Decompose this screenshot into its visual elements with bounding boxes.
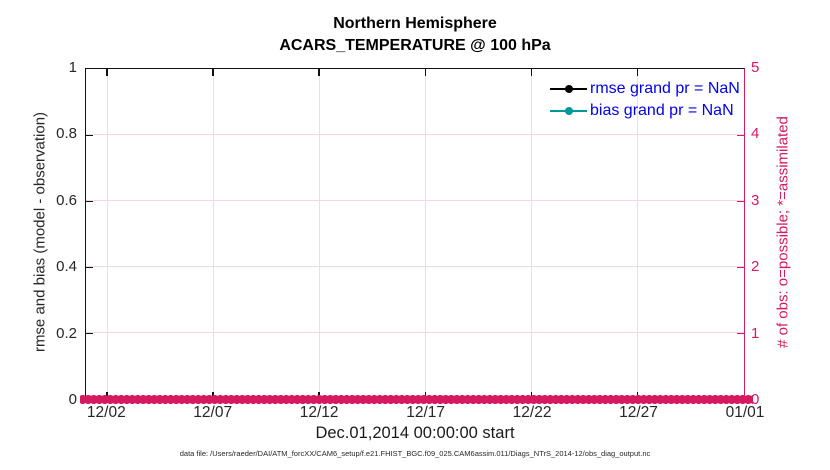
y-gridline: [86, 200, 744, 201]
left-tick: [86, 266, 93, 268]
x-gridline: [637, 69, 639, 399]
right-tick-label: 0: [751, 391, 760, 408]
right-tick: [737, 332, 744, 334]
right-tick-label: 1: [751, 324, 760, 342]
top-tick: [318, 69, 320, 76]
left-tick-label: 0: [68, 391, 77, 408]
legend-label-bias: bias grand pr = NaN: [590, 102, 734, 119]
right-tick-label: 5: [751, 59, 760, 76]
y-gridline: [86, 332, 744, 333]
legend-line-bias: [550, 107, 587, 115]
y-gridline: [86, 266, 744, 267]
legend-row: bias grand pr = NaN: [550, 100, 740, 122]
top-tick: [530, 69, 533, 76]
x-tick-label: 12/17: [406, 404, 446, 421]
data-file-caption: data file: /Users/raeder/DAI/ATM_forcXX/…: [179, 449, 651, 458]
x-gridline: [425, 69, 427, 399]
plot-title-line1: Northern Hemisphere: [333, 15, 497, 32]
x-tick-labels: 12/02 12/07 12/12 12/17 12/22 12/27 01/01: [85, 404, 764, 424]
y-gridline: [86, 134, 744, 135]
left-tick: [86, 200, 93, 202]
left-tick-label: 1: [68, 59, 77, 76]
left-tick-label: 0.2: [56, 324, 77, 342]
right-tick-label: 4: [751, 125, 760, 143]
legend-marker-dot: [564, 85, 573, 93]
right-tick: [737, 134, 744, 136]
x-axis-label: Dec.01,2014 00:00:00 start: [315, 424, 515, 442]
top-tick: [424, 69, 426, 76]
plot-area: rmse grand pr = NaN bias grand pr = NaN: [80, 68, 753, 405]
legend-label-rmse: rmse grand pr = NaN: [590, 80, 740, 97]
right-tick: [737, 266, 744, 268]
plot-title: Northern Hemisphere ACARS_TEMPERATURE @ …: [85, 13, 745, 57]
left-tick: [86, 332, 93, 334]
legend-line-rmse: [550, 85, 587, 93]
plot-title-line2: ACARS_TEMPERATURE @ 100 hPa: [279, 37, 551, 54]
x-gridline: [212, 69, 214, 399]
x-tick-label: 12/27: [619, 404, 658, 421]
top-tick: [106, 69, 108, 76]
obs-count-marker-band: [80, 393, 753, 405]
x-gridline: [531, 69, 533, 399]
x-tick-label: 01/01: [725, 404, 765, 421]
left-tick: [86, 134, 93, 136]
right-tick: [737, 200, 744, 202]
left-tick-label: 0.6: [56, 191, 77, 209]
left-tick-label: 0.8: [56, 125, 77, 143]
right-tick-label: 3: [751, 191, 760, 209]
x-tick-label: 12/07: [193, 404, 233, 421]
x-tick-label: 12/12: [299, 404, 339, 421]
legend: rmse grand pr = NaN bias grand pr = NaN: [550, 78, 740, 122]
legend-marker-dot: [564, 107, 573, 115]
left-tick-labels: 0 0.2 0.4 0.6 0.8 1: [0, 59, 77, 408]
x-gridline: [106, 69, 108, 399]
legend-row: rmse grand pr = NaN: [550, 78, 740, 100]
x-tick-label: 12/02: [86, 404, 126, 421]
x-gridline: [318, 69, 320, 399]
x-tick-label: 12/22: [512, 404, 552, 421]
top-tick: [212, 69, 214, 76]
right-tick-label: 2: [751, 258, 760, 276]
top-tick: [636, 69, 639, 76]
left-tick-label: 0.4: [56, 258, 77, 276]
right-tick-labels: 0 1 2 3 4 5: [751, 59, 795, 408]
